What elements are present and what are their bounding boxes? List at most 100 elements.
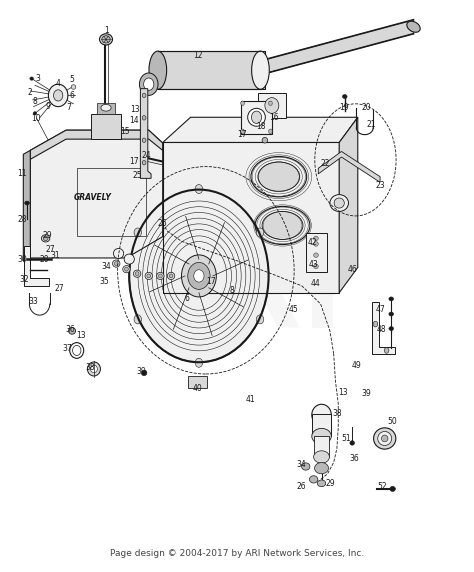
- Text: 52: 52: [377, 482, 387, 491]
- Text: 7: 7: [66, 103, 71, 112]
- Text: 27: 27: [55, 284, 64, 293]
- Ellipse shape: [69, 328, 75, 334]
- Text: 13: 13: [338, 388, 348, 397]
- Text: 3: 3: [36, 74, 41, 83]
- Ellipse shape: [167, 272, 175, 280]
- Ellipse shape: [100, 34, 112, 45]
- Ellipse shape: [342, 94, 347, 98]
- Ellipse shape: [241, 129, 245, 133]
- Text: GRAVELY: GRAVELY: [74, 193, 112, 202]
- Text: 4: 4: [56, 78, 61, 88]
- Ellipse shape: [314, 253, 319, 257]
- Text: 13: 13: [130, 105, 140, 114]
- Text: 9: 9: [45, 102, 50, 111]
- Ellipse shape: [407, 21, 420, 32]
- Ellipse shape: [135, 272, 139, 276]
- Ellipse shape: [258, 162, 300, 191]
- Text: 40: 40: [192, 383, 202, 392]
- Ellipse shape: [87, 362, 100, 376]
- Text: 26: 26: [158, 219, 167, 228]
- Text: 5: 5: [70, 75, 74, 84]
- Text: 14: 14: [129, 116, 139, 125]
- Text: 48: 48: [377, 325, 387, 334]
- Ellipse shape: [318, 480, 326, 487]
- Ellipse shape: [252, 51, 269, 89]
- Ellipse shape: [373, 321, 378, 327]
- Ellipse shape: [269, 129, 272, 133]
- Ellipse shape: [123, 265, 130, 273]
- Polygon shape: [339, 117, 358, 293]
- Text: 49: 49: [352, 361, 362, 370]
- Ellipse shape: [158, 274, 162, 278]
- Text: 29: 29: [325, 479, 335, 488]
- Bar: [314, 436, 329, 457]
- Ellipse shape: [256, 315, 264, 324]
- Bar: [188, 376, 207, 388]
- Ellipse shape: [378, 431, 392, 446]
- Ellipse shape: [195, 185, 202, 193]
- Ellipse shape: [251, 157, 307, 197]
- Ellipse shape: [142, 116, 146, 120]
- Ellipse shape: [43, 236, 48, 241]
- Ellipse shape: [251, 111, 262, 124]
- Ellipse shape: [144, 78, 154, 90]
- Text: 30: 30: [18, 255, 27, 264]
- Ellipse shape: [54, 90, 63, 101]
- Text: 34: 34: [101, 262, 111, 271]
- Polygon shape: [30, 130, 163, 160]
- Ellipse shape: [101, 122, 111, 130]
- Ellipse shape: [33, 112, 37, 115]
- Ellipse shape: [102, 35, 110, 43]
- Text: 22: 22: [320, 159, 330, 168]
- Ellipse shape: [91, 366, 98, 372]
- Ellipse shape: [314, 264, 319, 269]
- Ellipse shape: [71, 85, 76, 89]
- Text: 16: 16: [269, 113, 279, 122]
- Polygon shape: [23, 150, 30, 261]
- Text: 37: 37: [63, 344, 73, 353]
- Ellipse shape: [142, 93, 146, 98]
- Ellipse shape: [310, 476, 318, 483]
- Text: 23: 23: [375, 181, 385, 189]
- Ellipse shape: [301, 463, 310, 470]
- Text: 34: 34: [296, 460, 306, 469]
- Text: 38: 38: [332, 410, 342, 418]
- Bar: [158, 51, 265, 89]
- Ellipse shape: [139, 73, 158, 96]
- Ellipse shape: [390, 486, 395, 491]
- Text: 36: 36: [349, 454, 359, 463]
- Ellipse shape: [114, 261, 118, 265]
- Text: 41: 41: [245, 395, 255, 404]
- Ellipse shape: [101, 104, 111, 111]
- Polygon shape: [372, 301, 395, 355]
- Ellipse shape: [142, 160, 146, 165]
- Text: 39: 39: [361, 389, 371, 398]
- Polygon shape: [30, 130, 163, 258]
- Ellipse shape: [389, 327, 393, 331]
- Ellipse shape: [255, 206, 310, 244]
- Text: 26: 26: [296, 482, 306, 491]
- Ellipse shape: [350, 440, 355, 445]
- Text: 51: 51: [341, 434, 351, 443]
- Ellipse shape: [169, 274, 173, 278]
- Ellipse shape: [156, 272, 164, 280]
- Text: 18: 18: [256, 122, 266, 131]
- Polygon shape: [163, 142, 339, 293]
- Text: 50: 50: [388, 417, 398, 426]
- Ellipse shape: [248, 108, 265, 126]
- Ellipse shape: [314, 236, 319, 241]
- Bar: [91, 114, 121, 139]
- Bar: [77, 168, 146, 236]
- Ellipse shape: [149, 51, 167, 89]
- Ellipse shape: [134, 315, 141, 324]
- Text: 32: 32: [19, 275, 29, 284]
- Ellipse shape: [41, 235, 50, 242]
- Bar: [258, 93, 286, 118]
- Text: 42: 42: [308, 238, 317, 247]
- Text: 8: 8: [230, 286, 235, 295]
- Ellipse shape: [142, 138, 146, 142]
- Ellipse shape: [129, 189, 269, 362]
- Text: 8: 8: [33, 97, 37, 105]
- Text: 15: 15: [120, 128, 129, 136]
- Text: 39: 39: [137, 367, 146, 376]
